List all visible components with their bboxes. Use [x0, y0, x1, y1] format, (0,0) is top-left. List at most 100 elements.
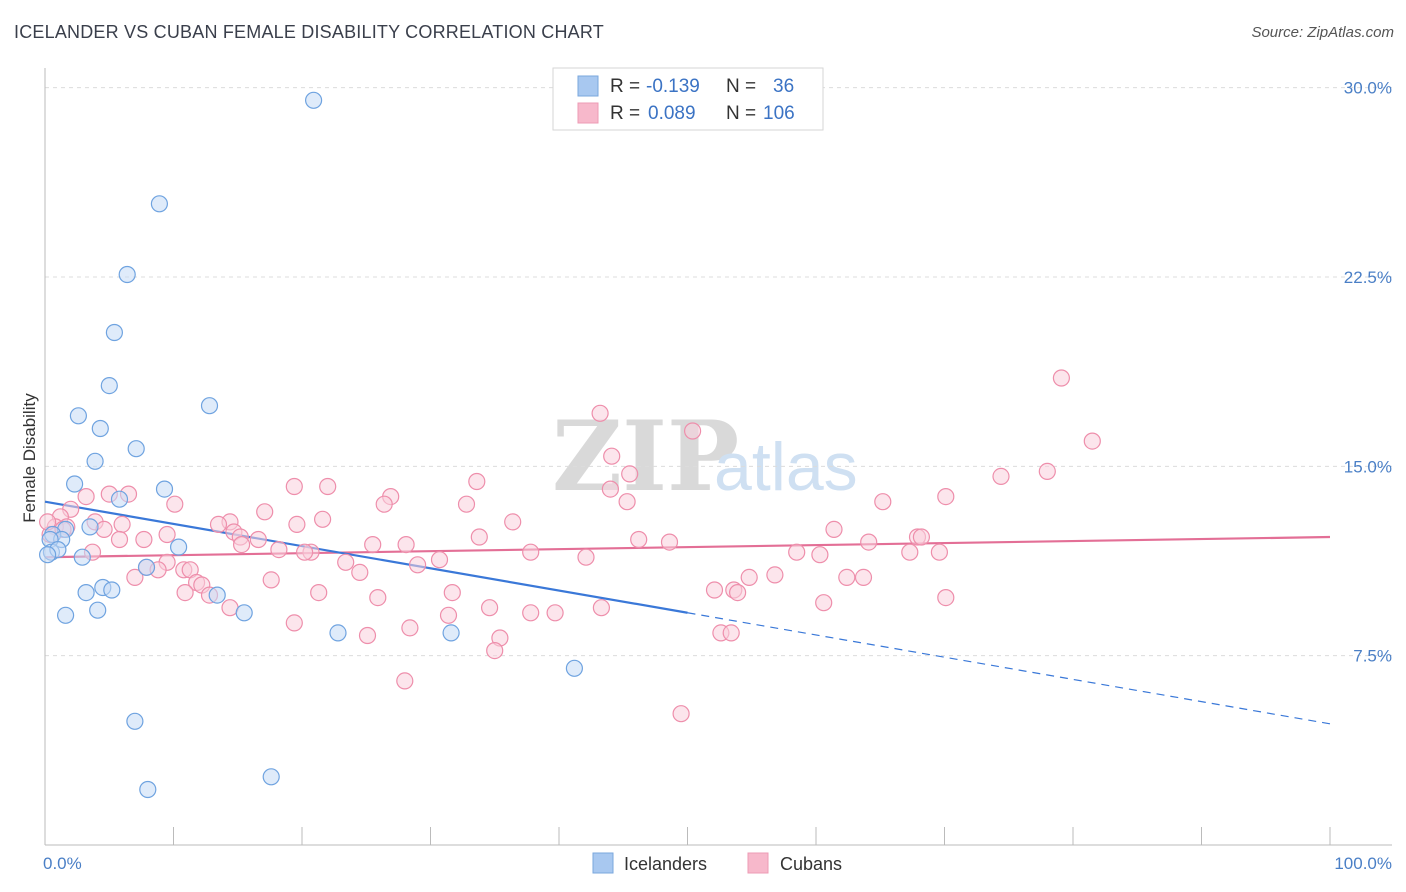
axes	[44, 68, 1392, 846]
y-tick-label: 7.5%	[1353, 647, 1392, 666]
point-icelanders	[150, 195, 168, 213]
point-cubans	[209, 515, 228, 534]
legend-r-label: R =	[610, 103, 640, 124]
x-tick-label: 0.0%	[43, 854, 82, 873]
point-cubans	[126, 568, 144, 587]
trendlines	[44, 500, 1331, 725]
point-icelanders	[200, 397, 219, 415]
x-tick-labels: 0.0% 100.0%	[43, 854, 1392, 873]
point-icelanders	[81, 518, 99, 536]
point-cubans	[912, 528, 931, 546]
point-cubans	[874, 493, 892, 511]
point-cubans	[285, 477, 303, 496]
point-icelanders	[38, 546, 57, 564]
point-cubans	[854, 568, 873, 587]
point-cubans	[113, 515, 131, 534]
legend-n-label: N =	[726, 103, 756, 124]
point-icelanders	[155, 480, 174, 498]
point-cubans	[486, 641, 504, 660]
point-cubans	[351, 563, 369, 582]
legend-box: R = -0.139 N = 36 R = 0.089 N = 106	[552, 67, 824, 131]
point-cubans	[683, 422, 702, 440]
bottom-legend-swatch-icelanders	[592, 852, 614, 874]
point-cubans	[860, 533, 878, 551]
point-icelanders	[69, 407, 88, 425]
point-cubans	[457, 495, 476, 513]
point-icelanders	[305, 91, 323, 109]
y-axis-label: Female Disability	[20, 393, 39, 523]
point-cubans	[577, 548, 595, 566]
chart-title: ICELANDER VS CUBAN FEMALE DISABILITY COR…	[14, 22, 604, 42]
point-icelanders	[100, 377, 118, 395]
gridlines	[45, 87, 1392, 657]
point-icelanders	[208, 586, 226, 604]
point-icelanders	[77, 583, 95, 602]
point-cubans	[314, 510, 332, 528]
point-cubans	[825, 520, 843, 539]
bottom-legend: Icelanders Cubans	[592, 852, 842, 874]
point-icelanders	[65, 475, 84, 493]
point-cubans	[740, 568, 758, 587]
watermark-atlas: atlas	[714, 429, 858, 505]
source-label: Source: ZipAtlas.com	[1251, 24, 1394, 41]
point-icelanders	[86, 452, 104, 470]
point-cubans	[1038, 462, 1056, 480]
y-tick-label: 22.5%	[1344, 268, 1392, 287]
point-cubans	[256, 503, 274, 521]
point-cubans	[358, 626, 377, 645]
point-icelanders	[105, 323, 124, 342]
legend-r-value: -0.139	[646, 76, 700, 97]
point-cubans	[992, 467, 1010, 485]
point-icelanders	[103, 581, 121, 599]
point-cubans	[901, 543, 919, 561]
point-cubans	[468, 472, 486, 491]
bottom-legend-swatch-cubans	[747, 852, 769, 874]
point-cubans	[937, 588, 955, 607]
point-icelanders	[262, 768, 280, 786]
point-icelanders	[139, 780, 157, 799]
point-cubans	[470, 528, 488, 546]
bottom-legend-label-cubans: Cubans	[780, 854, 842, 874]
point-cubans	[937, 488, 955, 506]
point-cubans	[176, 583, 194, 602]
point-cubans	[630, 530, 648, 549]
point-cubans	[722, 624, 740, 642]
point-icelanders	[89, 601, 107, 619]
y-tick-labels: 7.5% 15.0% 22.5% 30.0%	[1344, 79, 1392, 666]
point-cubans	[135, 530, 153, 549]
point-cubans	[705, 581, 724, 599]
point-cubans	[504, 513, 522, 531]
point-cubans	[728, 583, 747, 602]
legend-n-value: 106	[763, 103, 795, 124]
point-cubans	[838, 568, 856, 587]
point-cubans	[285, 614, 303, 632]
point-cubans	[396, 672, 414, 690]
point-icelanders	[118, 265, 136, 284]
watermark-zip: ZIP	[552, 400, 739, 513]
point-cubans	[592, 599, 611, 617]
point-icelanders	[91, 419, 109, 438]
point-icelanders	[137, 558, 156, 576]
point-icelanders	[565, 659, 584, 677]
point-cubans	[319, 477, 337, 496]
point-icelanders	[126, 712, 144, 730]
legend-r-value: 0.089	[648, 103, 696, 124]
point-cubans	[310, 583, 328, 602]
legend-n-value: 36	[773, 76, 794, 97]
point-cubans	[601, 480, 620, 498]
point-cubans	[930, 543, 949, 561]
point-cubans	[397, 535, 415, 554]
point-cubans	[815, 594, 833, 612]
point-cubans	[546, 604, 564, 622]
point-icelanders	[56, 606, 75, 624]
point-cubans	[481, 599, 499, 617]
point-cubans	[811, 546, 829, 564]
point-cubans	[591, 404, 609, 422]
point-cubans	[249, 530, 267, 549]
trendline-cubans	[44, 535, 1331, 559]
point-cubans	[221, 599, 239, 617]
point-cubans	[439, 606, 458, 624]
point-cubans	[110, 530, 129, 549]
point-cubans	[766, 566, 784, 584]
